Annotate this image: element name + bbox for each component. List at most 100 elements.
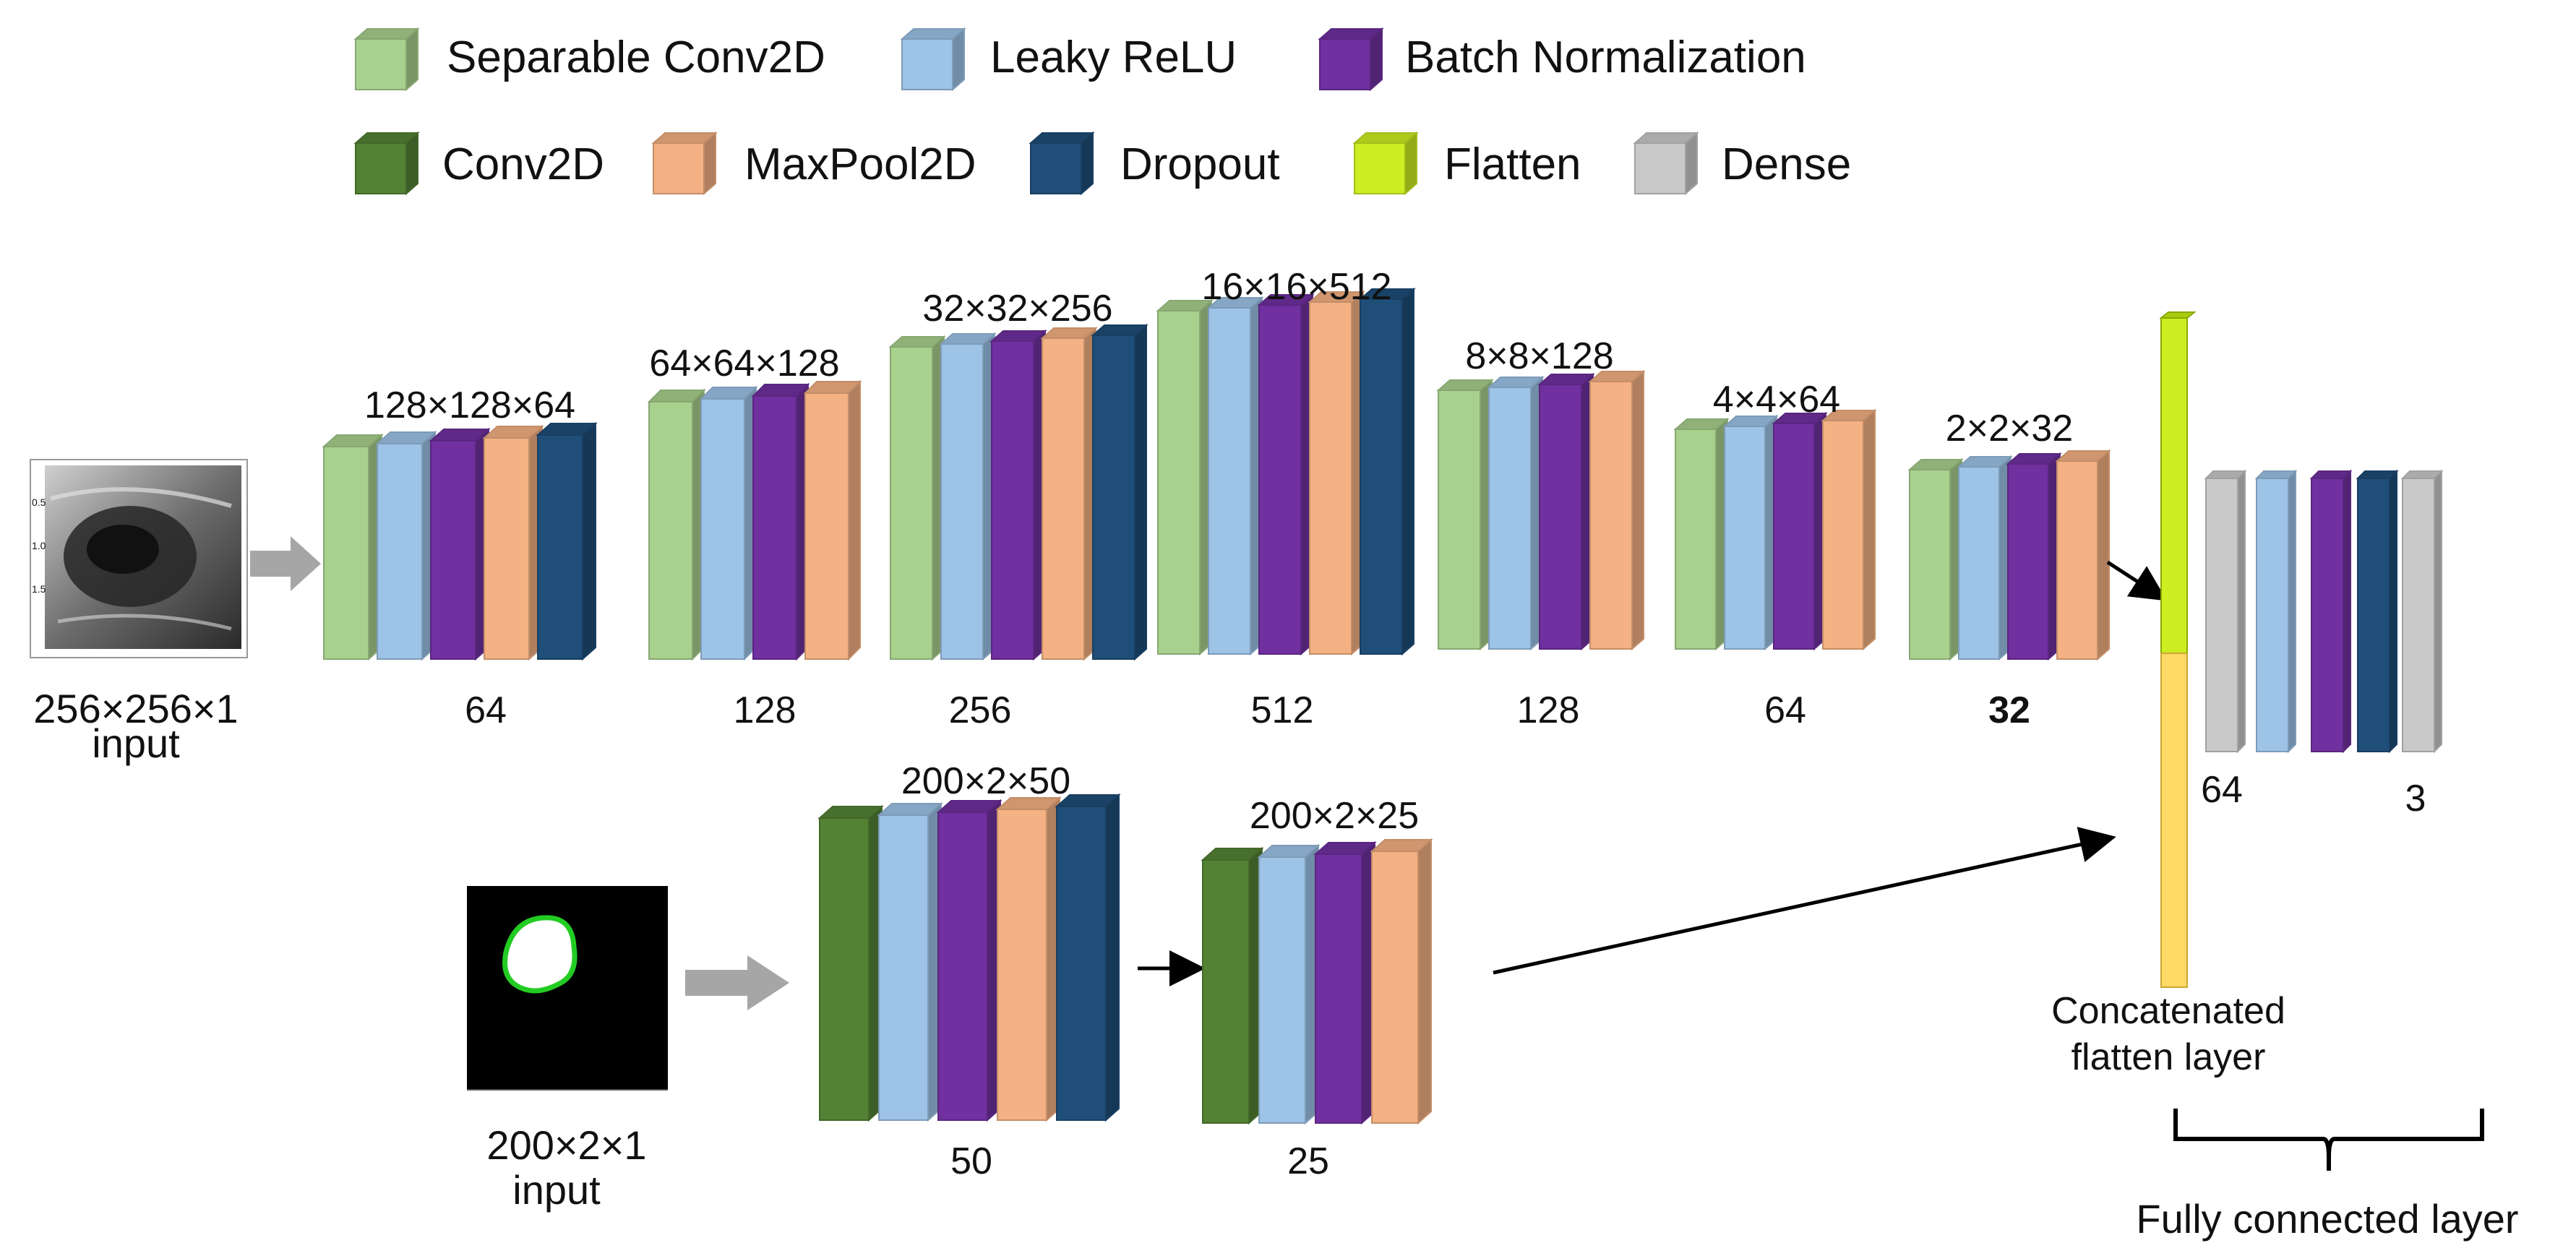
legend-item-maxpool: MaxPool2D (651, 131, 976, 196)
conv-block-4-layer-sepconv (1156, 298, 1214, 656)
fc-units-last: 3 (2405, 778, 2426, 820)
legend-label-flatten: Flatten (1444, 139, 1581, 189)
legend-item-leaky: Leaky ReLU (900, 27, 1237, 92)
conv-block-5-layer-bn (1537, 372, 1595, 651)
conv-block-3 (888, 323, 1149, 661)
conv-block-5-layer-leaky (1487, 375, 1545, 651)
conv-block-7-layer-sepconv (1907, 457, 1964, 661)
conv-block-3-filters: 256 (949, 689, 1012, 731)
image-branch: 0.5 1.0 1.5 256×256×1 input 128×128×64 6… (30, 266, 2168, 766)
legend-label-dropout: Dropout (1120, 139, 1280, 189)
mask-to-flatten-arrow (1493, 827, 2116, 975)
conv-block-2-layer-sepconv (647, 388, 706, 661)
conv-block-4-layer-dropout (1358, 287, 1416, 656)
legend-label-conv: Conv2D (442, 139, 604, 189)
conv-block-5-layer-sepconv (1436, 378, 1494, 651)
conv-block-7-filters: 32 (1988, 689, 2030, 731)
conv-block-7-layer-maxpool (2055, 449, 2111, 661)
ultrasound-input-image: 0.5 1.0 1.5 (30, 459, 248, 658)
fc-dense-64-cube (2204, 469, 2247, 754)
conv1d-block-1-layer-conv (817, 804, 884, 1122)
legend-cube-conv (353, 131, 420, 196)
concat-flatten-layer: Concatenated flatten layer (2051, 311, 2285, 1078)
mask-branch: 200×2×1 input 200×2×50 50 200×2×25 25 (467, 760, 2116, 1213)
conv-block-1-layer-dropout (536, 421, 598, 661)
conv-block-1-layer-leaky (375, 430, 437, 661)
legend-cube-dropout (1029, 131, 1095, 196)
conv1d-block-2-shape: 200×2×25 (1250, 795, 1419, 837)
conv-block-4-shape: 16×16×512 (1201, 266, 1391, 308)
fc-units-first: 64 (2201, 769, 2243, 811)
fc-leaky-cube (2254, 469, 2298, 754)
fc-dropout-cube (2356, 469, 2399, 754)
legend-item-flatten: Flatten (1352, 131, 1581, 196)
svg-text:0.5: 0.5 (32, 496, 46, 508)
conv-block-4-layer-leaky (1206, 296, 1264, 656)
legend-label-maxpool: MaxPool2D (744, 139, 976, 189)
legend-label-sepconv: Separable Conv2D (447, 33, 825, 82)
conv-block-6 (1673, 408, 1877, 651)
conv-block-3-shape: 32×32×256 (922, 288, 1112, 330)
image-to-flatten-arrow (2106, 560, 2168, 601)
svg-text:1.5: 1.5 (32, 583, 46, 595)
mask-input-image (467, 886, 668, 1091)
legend-item-dense: Dense (1633, 131, 1851, 196)
legend-item-sepconv: Separable Conv2D (353, 27, 825, 92)
fc-dense-64 (2204, 469, 2247, 754)
conv-block-6-layer-maxpool (1821, 408, 1877, 651)
conv-block-6-layer-sepconv (1673, 417, 1730, 651)
conv-block-6-shape: 4×4×64 (1713, 379, 1840, 421)
conv-block-3-layer-dropout (1091, 323, 1149, 661)
conv-block-7-layer-leaky (1957, 455, 2013, 661)
conv1d-block-2-layer-bn (1313, 840, 1377, 1125)
conv-block-7-layer-bn (2006, 452, 2062, 661)
conv-block-1-layer-sepconv (322, 433, 384, 661)
concat-segment (2160, 653, 2188, 988)
conv1d-block-1-shape: 200×2×50 (901, 760, 1070, 802)
conv-block-6-layer-leaky (1722, 414, 1779, 651)
conv-block-1-layer-maxpool (482, 424, 544, 661)
conv-block-2-layer-maxpool (803, 379, 862, 661)
flatten-segment (2160, 317, 2188, 654)
conv-block-4 (1156, 287, 1416, 656)
conv-block-7-shape: 2×2×32 (1946, 408, 2073, 450)
conv1d-block-2-layer-maxpool (1370, 838, 1433, 1125)
conv1d-block-1-layer-dropout (1055, 793, 1121, 1122)
image-input-shape-label: 256×256×1 (33, 686, 238, 731)
fc-leaky (2254, 469, 2298, 754)
conv-block-3-layer-maxpool (1040, 326, 1098, 661)
image-input-arrow (250, 536, 321, 591)
conv-block-4-filters: 512 (1251, 689, 1314, 731)
fc-dense-3 (2400, 469, 2444, 754)
conv-block-7 (1907, 449, 2111, 661)
legend-cube-maxpool (651, 131, 718, 196)
conv-block-1 (322, 421, 598, 661)
conv-block-4-layer-bn (1257, 293, 1315, 656)
conv-block-6-layer-bn (1772, 411, 1828, 651)
legend-cube-leaky (900, 27, 966, 92)
conv-block-1-shape: 128×128×64 (364, 384, 575, 426)
conv-block-2-layer-bn (751, 382, 810, 661)
conv-block-2 (647, 379, 862, 661)
legend-swatch-leaky (900, 27, 966, 92)
conv-block-2-layer-leaky (699, 385, 758, 661)
legend-swatch-dropout (1029, 131, 1095, 196)
legend: Separable Conv2D Leaky ReLU Batch Normal… (353, 27, 1851, 196)
legend-cube-bn (1318, 27, 1384, 92)
fully-connected-head: 64 3 Fully connected layer (2136, 469, 2519, 1242)
legend-cube-dense (1633, 131, 1699, 196)
legend-cube-sepconv (353, 27, 420, 92)
legend-swatch-sepconv (353, 27, 420, 92)
legend-label-dense: Dense (1722, 139, 1851, 189)
conv1d-block-1-layer-leaky (877, 801, 943, 1122)
fully-connected-label: Fully connected layer (2136, 1196, 2518, 1242)
legend-swatch-bn (1318, 27, 1384, 92)
legend-label-bn: Batch Normalization (1405, 33, 1806, 82)
fc-batchnorm-cube (2309, 469, 2353, 754)
legend-label-leaky: Leaky ReLU (990, 33, 1237, 82)
conv-block-5-layer-maxpool (1588, 369, 1646, 651)
conv-block-5-filters: 128 (1517, 689, 1580, 731)
legend-item-conv: Conv2D (353, 131, 604, 196)
conv1d-block-1-layer-bn (936, 799, 1003, 1122)
fc-dropout (2356, 469, 2399, 754)
